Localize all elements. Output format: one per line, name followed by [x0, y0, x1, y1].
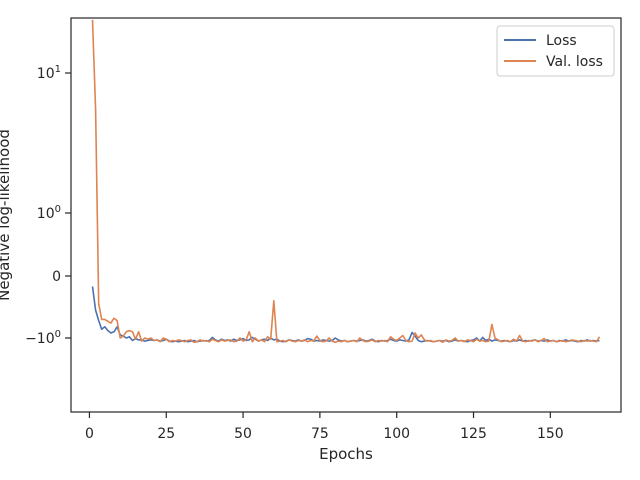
y-tick-label: −100	[25, 329, 61, 347]
legend-label-loss: Loss	[546, 33, 577, 49]
x-tick-label: 125	[460, 426, 487, 442]
plot-frame	[70, 17, 622, 413]
y-tick-label: 0	[52, 269, 61, 285]
y-axis-title: Negative log-likelihood	[0, 129, 13, 301]
y-tick-label: 101	[37, 64, 61, 82]
x-tick-label: 25	[157, 426, 175, 442]
x-axis-title: Epochs	[319, 445, 373, 463]
plot-area	[91, 19, 601, 344]
x-tick-label: 100	[383, 426, 410, 442]
series-line-val-loss	[91, 19, 601, 344]
x-tick-label: 150	[537, 426, 564, 442]
x-axis: 0 25 50 75 100 125 150	[85, 412, 564, 442]
x-tick-label: 50	[234, 426, 252, 442]
legend: Loss Val. loss	[496, 25, 615, 77]
legend-label-val-loss: Val. loss	[546, 54, 603, 70]
y-axis: −100 0 100 101	[25, 64, 71, 347]
legend-box	[496, 25, 615, 77]
x-tick-label: 75	[311, 426, 329, 442]
y-tick-label: 100	[37, 204, 61, 222]
series-layer	[91, 19, 601, 344]
x-tick-label: 0	[85, 426, 94, 442]
